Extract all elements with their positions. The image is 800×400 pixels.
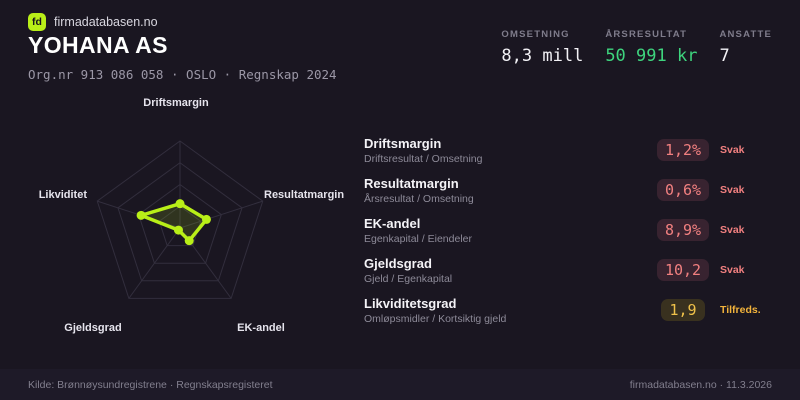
- radar-chart-svg: Driftsmargin Resultatmargin EK-andel Gjelds…: [39, 97, 345, 334]
- metric-name: Likviditetsgrad: [364, 295, 457, 311]
- radar-grid-ring: [96, 140, 264, 299]
- stat-value: 8,3 mill: [501, 46, 584, 66]
- company-name: YOHANA AS: [28, 32, 168, 58]
- metrics-list: Driftsmargin Driftsresultat / Omsetning …: [364, 130, 772, 330]
- metric-formula: Gjeld / Egenkapital: [364, 272, 453, 285]
- radar-data-point: [136, 210, 146, 220]
- site-name: firmadatabasen.no: [54, 15, 158, 29]
- radar-axis-label: Driftsmargin: [143, 97, 209, 109]
- radar-data-point: [175, 199, 185, 209]
- radar-grid-ring: [117, 162, 243, 282]
- firmadatabasen-logo-icon: fd: [28, 13, 46, 31]
- stat-value: 7: [719, 46, 730, 66]
- stat-value: 50 991 kr: [605, 46, 698, 66]
- metric-row-driftsmargin: Driftsmargin Driftsresultat / Omsetning …: [364, 130, 772, 170]
- radar-data-point: [173, 225, 183, 235]
- metric-value-pill: 8,9%: [656, 219, 710, 241]
- stat-label: ÅRSRESULTAT: [605, 29, 688, 40]
- metric-name: Resultatmargin: [364, 175, 459, 191]
- metric-status-badge: Svak: [720, 144, 745, 156]
- metric-value-pill: 1,2%: [656, 139, 710, 161]
- metric-formula: Egenkapital / Eiendeler: [364, 232, 472, 245]
- stat-omsetning: OMSETNING 8,3 mill: [501, 29, 583, 66]
- stat-label: OMSETNING: [501, 29, 570, 40]
- metric-value-pill: 10,2: [656, 259, 710, 281]
- radar-data-polygon: [139, 201, 209, 243]
- metric-name: Driftsmargin: [364, 135, 442, 151]
- footer: Kilde: Brønnøysundregistrene · Regnskaps…: [0, 369, 800, 400]
- radar-spoke: [128, 227, 181, 299]
- metric-status-badge: Svak: [720, 264, 745, 276]
- metric-row-gjeldsgrad: Gjeldsgrad Gjeld / Egenkapital 10,2 Svak: [364, 250, 772, 290]
- radar-axis-label: Resultatmargin: [264, 189, 344, 201]
- metric-value-pill: 0,6%: [656, 179, 710, 201]
- radar-data-point: [201, 214, 211, 224]
- radar-axis-label: Gjeldsgrad: [64, 322, 121, 334]
- stat-arsresultat: ÅRSRESULTAT 50 991 kr: [605, 29, 697, 66]
- radar-grid-ring: [158, 205, 202, 247]
- metric-value-pill: 1,9: [661, 299, 705, 321]
- brand: fd firmadatabasen.no: [28, 13, 158, 31]
- company-meta: Org.nr 913 086 058 · OSLO · Regnskap 202…: [28, 67, 337, 82]
- metric-formula: Driftsresultat / Omsetning: [364, 152, 483, 165]
- metric-formula: Årsresultat / Omsetning: [364, 192, 474, 205]
- radar-axis-label: EK-andel: [237, 322, 285, 334]
- radar-spoke: [179, 200, 263, 229]
- metric-row-resultatmargin: Resultatmargin Årsresultat / Omsetning 0…: [364, 170, 772, 210]
- stat-ansatte: ANSATTE 7: [719, 29, 772, 66]
- key-stats: OMSETNING 8,3 mill ÅRSRESULTAT 50 991 kr…: [501, 29, 772, 66]
- metric-name: Gjeldsgrad: [364, 255, 432, 271]
- radar-grid-ring: [138, 183, 222, 264]
- footer-site-date: firmadatabasen.no · 11.3.2026: [629, 378, 772, 391]
- metric-row-likviditetsgrad: Likviditetsgrad Omløpsmidler / Kortsikti…: [364, 290, 772, 330]
- footer-source: Kilde: Brønnøysundregistrene · Regnskaps…: [28, 378, 273, 391]
- metric-row-ek-andel: EK-andel Egenkapital / Eiendeler 8,9% Sv…: [364, 210, 772, 250]
- radar-data-point: [184, 236, 194, 246]
- metric-status-badge: Svak: [720, 224, 745, 236]
- metric-formula: Omløpsmidler / Kortsiktig gjeld: [364, 312, 507, 325]
- metric-name: EK-andel: [364, 215, 421, 231]
- radar-chart: Driftsmargin Resultatmargin EK-andel Gjelds…: [0, 88, 360, 348]
- stat-label: ANSATTE: [719, 29, 772, 40]
- metric-status-badge: Tilfreds.: [720, 304, 761, 316]
- metric-status-badge: Svak: [720, 184, 745, 196]
- radar-axis-label: Likviditet: [39, 189, 88, 201]
